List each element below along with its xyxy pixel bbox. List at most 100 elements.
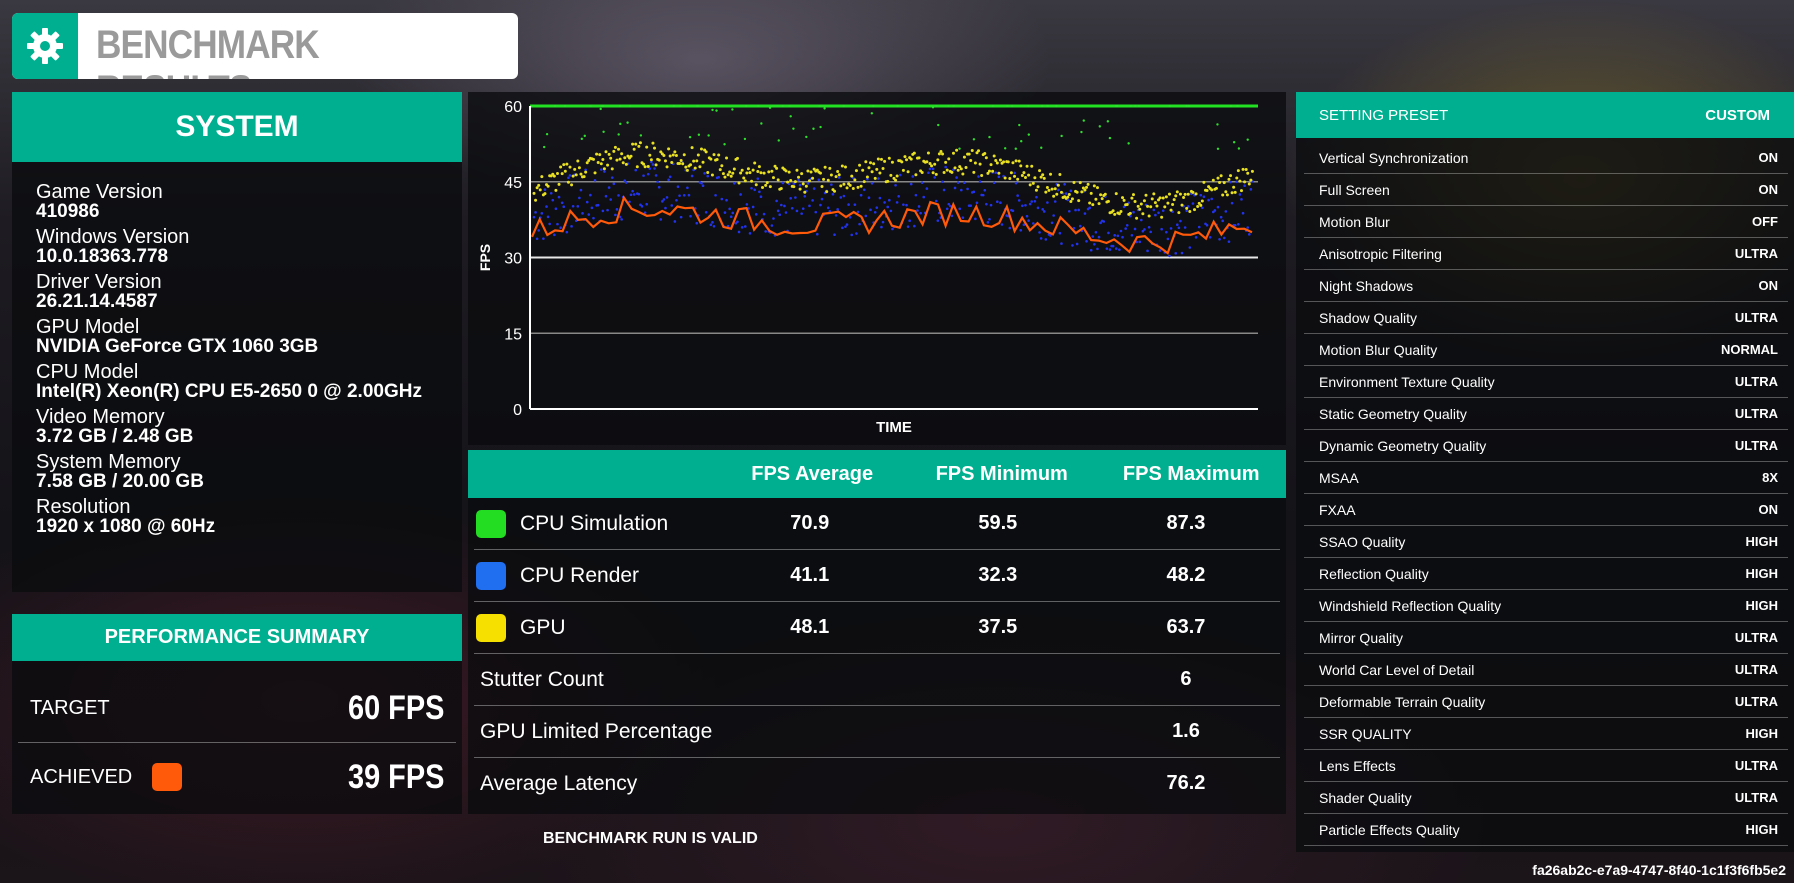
cpu-render-point xyxy=(1149,230,1152,234)
gpu-point xyxy=(1130,196,1134,200)
cpu-render-point xyxy=(775,199,778,203)
cpu-render-point xyxy=(762,212,766,216)
cpu-render-point xyxy=(758,190,761,194)
cpu-render-point xyxy=(983,188,987,192)
gpu-point xyxy=(864,160,868,164)
gpu-point xyxy=(635,165,639,169)
cpu-render-point xyxy=(953,186,957,190)
cpu-render-point xyxy=(830,183,833,186)
cpu-render-point xyxy=(880,225,883,229)
gpu-point xyxy=(607,152,611,156)
gpu-point xyxy=(1066,195,1070,199)
gpu-point xyxy=(1052,194,1056,198)
gpu-point xyxy=(701,160,705,164)
gpu-point xyxy=(715,157,719,161)
fps-chart: 0 15 30 45 60 TIME FPS xyxy=(477,99,1258,436)
cpu-render-point xyxy=(1141,229,1145,233)
setting-value: ULTRA xyxy=(1734,438,1778,453)
cpu-render-point xyxy=(841,226,844,230)
gpu-point xyxy=(595,152,599,156)
gpu-point xyxy=(540,175,544,179)
cpu-render-point xyxy=(836,208,839,211)
cpu-render-point xyxy=(969,204,972,207)
setting-label: Particle Effects Quality xyxy=(1319,821,1460,838)
cpu-simulation-point xyxy=(715,109,718,112)
cpu-render-point xyxy=(870,181,874,185)
gpu-point xyxy=(958,165,962,169)
cpu-render-point xyxy=(1105,247,1109,250)
cpu-render-point xyxy=(1174,252,1178,255)
gpu-point xyxy=(1038,169,1042,173)
cpu-render-point xyxy=(1216,205,1220,209)
cpu-render-point xyxy=(1240,198,1243,201)
cpu-render-point xyxy=(1194,236,1198,239)
gpu-point xyxy=(937,152,941,156)
gpu-point xyxy=(1191,190,1195,194)
cpu-render-point xyxy=(596,203,600,207)
gpu-point xyxy=(1028,183,1032,187)
gpu-point xyxy=(1086,182,1090,186)
cpu-simulation-point xyxy=(870,112,874,115)
cpu-render-point xyxy=(956,181,960,184)
cpu-render-point xyxy=(1205,223,1209,227)
gpu-point xyxy=(546,184,550,188)
gpu-point xyxy=(1002,160,1006,164)
cpu-simulation-point xyxy=(707,134,710,137)
gpu-point xyxy=(1186,192,1190,196)
gpu-point xyxy=(906,170,910,174)
cpu-simulation-point xyxy=(619,122,622,126)
setting-preset-header: SETTING PRESET CUSTOM xyxy=(1296,92,1794,138)
gpu-point xyxy=(1031,181,1035,185)
gpu-point xyxy=(942,170,946,174)
gpu-point xyxy=(1188,209,1192,213)
gpu-point xyxy=(753,161,757,165)
cpu-render-point xyxy=(996,200,999,203)
cpu-render-point xyxy=(549,191,553,195)
cpu-render-point xyxy=(936,219,940,222)
gpu-point xyxy=(887,156,891,160)
cpu-render-point xyxy=(1077,208,1080,212)
gpu-point xyxy=(1059,190,1063,194)
gpu-point xyxy=(1163,205,1167,209)
gpu-point xyxy=(739,171,743,175)
cpu-render-point xyxy=(927,171,930,175)
results-row-name-cell: CPU Render xyxy=(474,561,716,590)
gpu-point xyxy=(787,170,791,174)
setting-value: ULTRA xyxy=(1734,374,1778,389)
cpu-simulation-point xyxy=(711,108,714,112)
gpu-point xyxy=(1006,160,1010,164)
gpu-point xyxy=(1229,174,1233,178)
gpu-point xyxy=(742,176,746,180)
cpu-render-point xyxy=(679,215,683,219)
cpu-render-point xyxy=(947,202,951,206)
settings-list: Vertical Synchronization ON Full Screen ON M… xyxy=(1296,138,1794,846)
fps-avg-value: 41.1 xyxy=(790,564,830,586)
cpu-simulation-point xyxy=(1216,147,1220,150)
page-title: BENCHMARK RESULTS xyxy=(96,23,320,79)
gpu-point xyxy=(917,156,921,160)
cpu-render-point xyxy=(1143,228,1146,231)
gpu-point xyxy=(1099,193,1103,197)
gpu-point xyxy=(617,147,621,151)
cpu-simulation-point xyxy=(1129,104,1132,108)
cpu-render-point xyxy=(1027,219,1030,222)
cpu-render-point xyxy=(739,193,742,196)
setting-value: ON xyxy=(1758,150,1779,165)
cpu-render-point xyxy=(1237,222,1240,226)
gpu-point xyxy=(977,149,981,153)
gpu-point xyxy=(1197,201,1201,205)
gpu-point xyxy=(834,175,838,179)
cpu-render-point xyxy=(1124,227,1127,230)
gpu-point xyxy=(1094,197,1098,201)
cpu-render-point xyxy=(1133,227,1137,231)
target-label: TARGET xyxy=(30,696,110,719)
setting-value: ON xyxy=(1758,502,1779,517)
setting-value: ULTRA xyxy=(1734,310,1778,325)
cpu-simulation-point xyxy=(1060,134,1063,138)
cpu-render-point xyxy=(625,181,628,184)
cpu-simulation-point xyxy=(617,133,620,136)
cpu-render-point xyxy=(1113,233,1116,237)
setting-value: HIGH xyxy=(1745,534,1779,549)
gpu-point xyxy=(1178,192,1182,196)
gpu-point xyxy=(804,184,808,188)
